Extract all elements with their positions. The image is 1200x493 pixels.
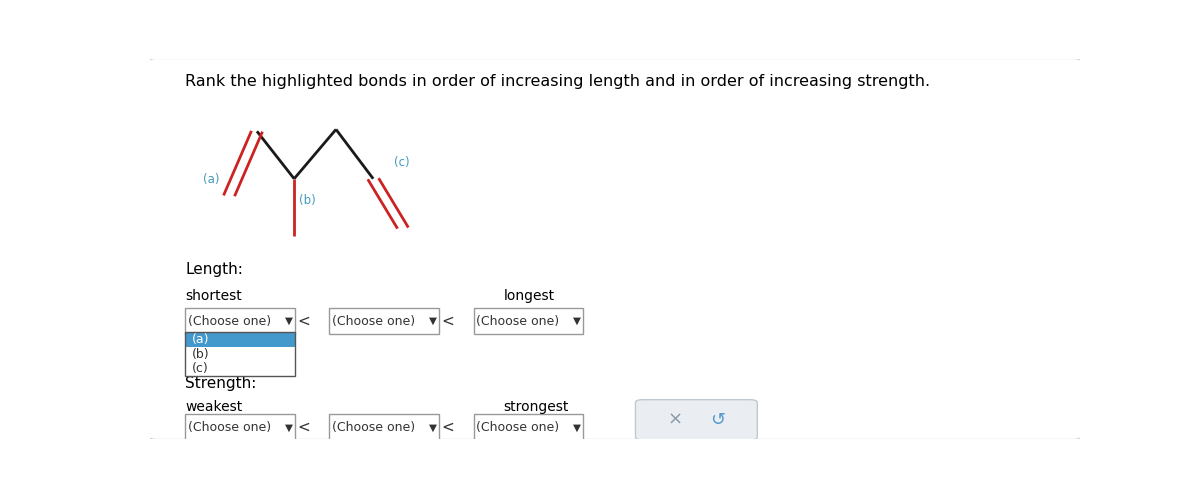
Bar [330,308,439,334]
Text: ▼: ▼ [284,316,293,326]
Text: (a): (a) [192,333,209,346]
Text: (Choose one): (Choose one) [332,421,415,434]
Bar [185,347,295,361]
Bar [185,332,295,347]
Text: Strength:: Strength: [185,376,257,391]
Text: (b): (b) [192,348,210,361]
Bar [185,332,295,376]
Text: <: < [442,420,454,435]
Bar [474,415,583,440]
Text: strongest: strongest [504,399,569,414]
Text: ▼: ▼ [284,423,293,432]
Text: Rank the highlighted bonds in order of increasing length and in order of increas: Rank the highlighted bonds in order of i… [185,74,930,89]
Text: longest: longest [504,289,554,303]
Bar [185,332,295,376]
Bar [330,415,439,440]
Text: (b): (b) [299,194,316,207]
Text: ×: × [667,411,683,429]
Text: (Choose one): (Choose one) [187,421,271,434]
Text: <: < [298,314,310,329]
Bar [185,361,295,376]
Text: (a): (a) [203,174,220,186]
Text: (Choose one): (Choose one) [332,315,415,327]
Text: ▼: ▼ [428,316,437,326]
Text: Length:: Length: [185,262,244,278]
Bar [185,308,295,334]
Text: ▼: ▼ [572,316,581,326]
Text: <: < [298,420,310,435]
Text: (Choose one): (Choose one) [476,315,559,327]
FancyBboxPatch shape [636,400,757,440]
Text: shortest: shortest [185,289,242,303]
Text: (Choose one): (Choose one) [476,421,559,434]
Text: ↺: ↺ [710,411,725,429]
Bar [185,415,295,440]
Text: ▼: ▼ [572,423,581,432]
Bar [474,308,583,334]
Text: (c): (c) [192,362,209,375]
Text: (Choose one): (Choose one) [187,315,271,327]
Text: weakest: weakest [185,399,242,414]
Text: ▼: ▼ [428,423,437,432]
Text: <: < [442,314,454,329]
FancyBboxPatch shape [148,58,1082,440]
Text: (c): (c) [394,156,409,169]
